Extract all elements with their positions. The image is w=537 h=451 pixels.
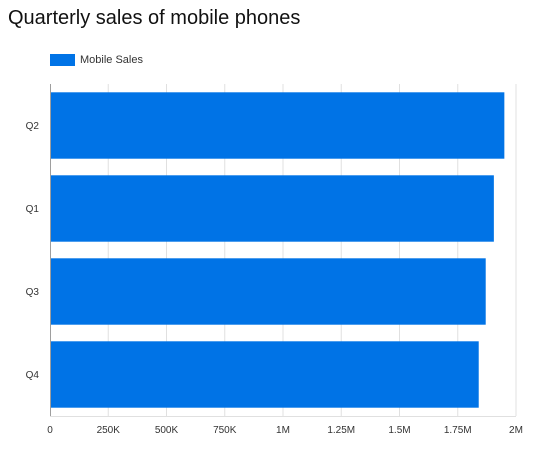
bar-q4 [51,341,479,408]
x-tick-label: 750K [213,425,237,436]
x-tick-label: 1.25M [327,425,355,436]
y-tick-label: Q3 [26,287,40,298]
x-tick-label: 1.5M [388,425,410,436]
x-tick-label: 1M [276,425,290,436]
legend-label: Mobile Sales [80,54,143,66]
x-tick-label: 500K [155,425,179,436]
x-tick-label: 250K [97,425,121,436]
bar-q2 [51,92,505,159]
bars [51,92,505,408]
y-tick-label: Q1 [26,204,40,215]
legend-swatch [50,54,75,66]
x-tick-label: 1.75M [444,425,472,436]
chart-title: Quarterly sales of mobile phones [8,7,301,29]
y-axis: Q2 Q1 Q3 Q4 [26,121,40,381]
bar-q3 [51,258,486,325]
x-axis: 0 250K 500K 750K 1M 1.25M 1.5M 1.75M 2M [47,425,523,436]
bar-q1 [51,175,494,242]
y-tick-label: Q4 [26,370,40,381]
x-tick-label: 0 [47,425,53,436]
x-tick-label: 2M [509,425,523,436]
legend: Mobile Sales [50,54,143,66]
y-tick-label: Q2 [26,121,40,132]
